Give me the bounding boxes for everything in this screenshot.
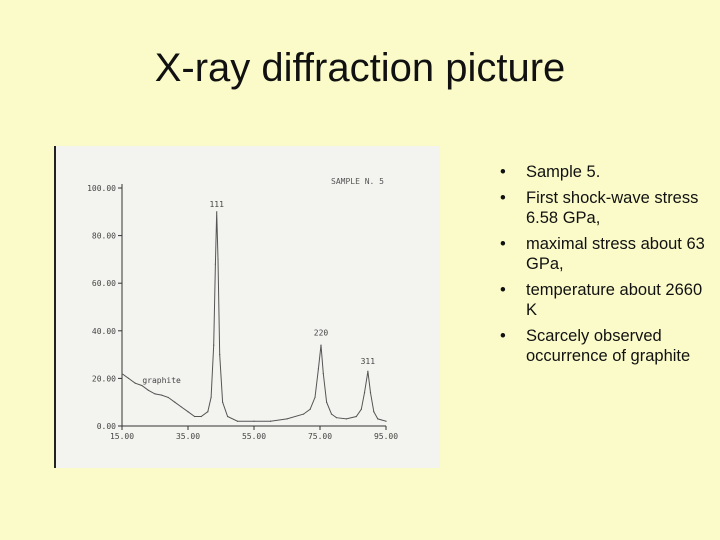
diffraction-data-point <box>326 401 328 403</box>
peak-annotation: 220 <box>314 328 329 337</box>
diffraction-data-point <box>236 420 239 422</box>
bullet-text: maximal stress about 63 GPa, <box>526 235 705 273</box>
diffraction-data-point <box>213 344 215 346</box>
diffraction-data-point <box>214 263 216 265</box>
bullet-item: • temperature about 2660 K <box>496 280 711 320</box>
diffraction-data-point <box>161 394 163 396</box>
bullet-text: temperature about 2660 K <box>526 281 703 319</box>
diffraction-data-point <box>335 417 338 419</box>
diffraction-data-point <box>180 406 182 408</box>
diffraction-data-point <box>269 420 272 422</box>
diffraction-data-point <box>286 418 288 420</box>
diffraction-data-point <box>200 415 202 418</box>
bullet-text: Scarcely observed occurrence of graphite <box>526 327 691 365</box>
bullet-item: • Sample 5. <box>496 162 711 182</box>
x-tick-label: 15.00 <box>110 432 134 441</box>
bullet-item: • maximal stress about 63 GPa, <box>496 234 711 274</box>
peak-annotation: graphite <box>142 376 181 385</box>
diffraction-data-point <box>253 420 255 422</box>
y-tick-label: 40.00 <box>92 327 116 336</box>
diffraction-data-point <box>134 382 136 384</box>
diffraction-data-point <box>369 392 372 394</box>
diffraction-data-point <box>167 396 169 399</box>
diffraction-data-point <box>322 373 324 375</box>
diffraction-data-point <box>128 377 130 379</box>
diffraction-data-point <box>194 415 196 418</box>
x-tick-label: 35.00 <box>176 432 200 441</box>
diffraction-data-point <box>330 413 333 415</box>
diffraction-data-point <box>363 392 366 394</box>
y-tick-label: 0.00 <box>97 422 116 431</box>
sample-label: SAMPLE N. 5 <box>331 177 384 186</box>
diffraction-data-point <box>360 408 362 410</box>
diffraction-data-point <box>377 418 379 420</box>
diffraction-data-point <box>154 393 156 395</box>
y-tick-label: 60.00 <box>92 279 116 288</box>
diffraction-data-point <box>147 389 149 391</box>
x-tick-label: 55.00 <box>242 432 266 441</box>
bullet-list: • Sample 5. • First shock-wave stress 6.58… <box>496 162 711 372</box>
diffraction-data-point <box>187 411 189 413</box>
peak-annotation: 311 <box>361 357 376 366</box>
bullet-dot-icon: • <box>500 281 506 299</box>
diffraction-data-point <box>210 396 212 399</box>
bullet-item: • First shock-wave stress 6.58 GPa, <box>496 188 711 228</box>
bullet-dot-icon: • <box>500 327 506 345</box>
diffraction-data-point <box>222 401 224 403</box>
diffraction-data-point <box>216 211 218 213</box>
diffraction-data-point <box>302 413 305 415</box>
diffraction-data-point <box>385 420 387 422</box>
y-tick-label: 100.00 <box>87 184 116 193</box>
diffraction-data-point <box>121 373 123 375</box>
bullet-text: First shock-wave stress 6.58 GPa, <box>526 189 699 227</box>
diffraction-data-point <box>373 411 375 413</box>
diffraction-data-point <box>219 354 221 356</box>
diffraction-data-point <box>367 370 369 372</box>
y-tick-label: 20.00 <box>92 374 116 383</box>
bullet-dot-icon: • <box>500 189 506 207</box>
bullet-dot-icon: • <box>500 235 506 253</box>
bullet-dot-icon: • <box>500 163 506 181</box>
y-tick-label: 80.00 <box>92 232 116 241</box>
diffraction-data-point <box>317 368 319 370</box>
slide-title: X-ray diffraction picture <box>154 46 566 90</box>
diffraction-data-point <box>314 396 316 399</box>
xrd-chart: 0.00 20.00 40.00 60.00 80.00 100.00 15.00 35.00… <box>54 146 440 468</box>
x-tick-label: 75.00 <box>308 432 332 441</box>
diffraction-data-point <box>345 418 347 420</box>
diffraction-data-point <box>207 411 209 413</box>
diffraction-data-point <box>174 401 176 403</box>
diffraction-data-point <box>141 384 143 387</box>
diffraction-data-point <box>309 408 311 410</box>
bullet-text: Sample 5. <box>526 163 601 181</box>
peak-annotation: 111 <box>209 200 224 209</box>
diffraction-series-line <box>121 211 387 422</box>
diffraction-data-point <box>320 344 322 346</box>
diffraction-data-point <box>355 415 357 418</box>
diffraction-data-point <box>217 258 219 260</box>
diffraction-data-point <box>227 415 229 418</box>
x-tick-label: 95.00 <box>374 432 398 441</box>
xrd-chart-svg: 0.00 20.00 40.00 60.00 80.00 100.00 15.00 35.00… <box>87 177 398 441</box>
bullet-item: • Scarcely observed occurrence of graphit… <box>496 326 711 366</box>
